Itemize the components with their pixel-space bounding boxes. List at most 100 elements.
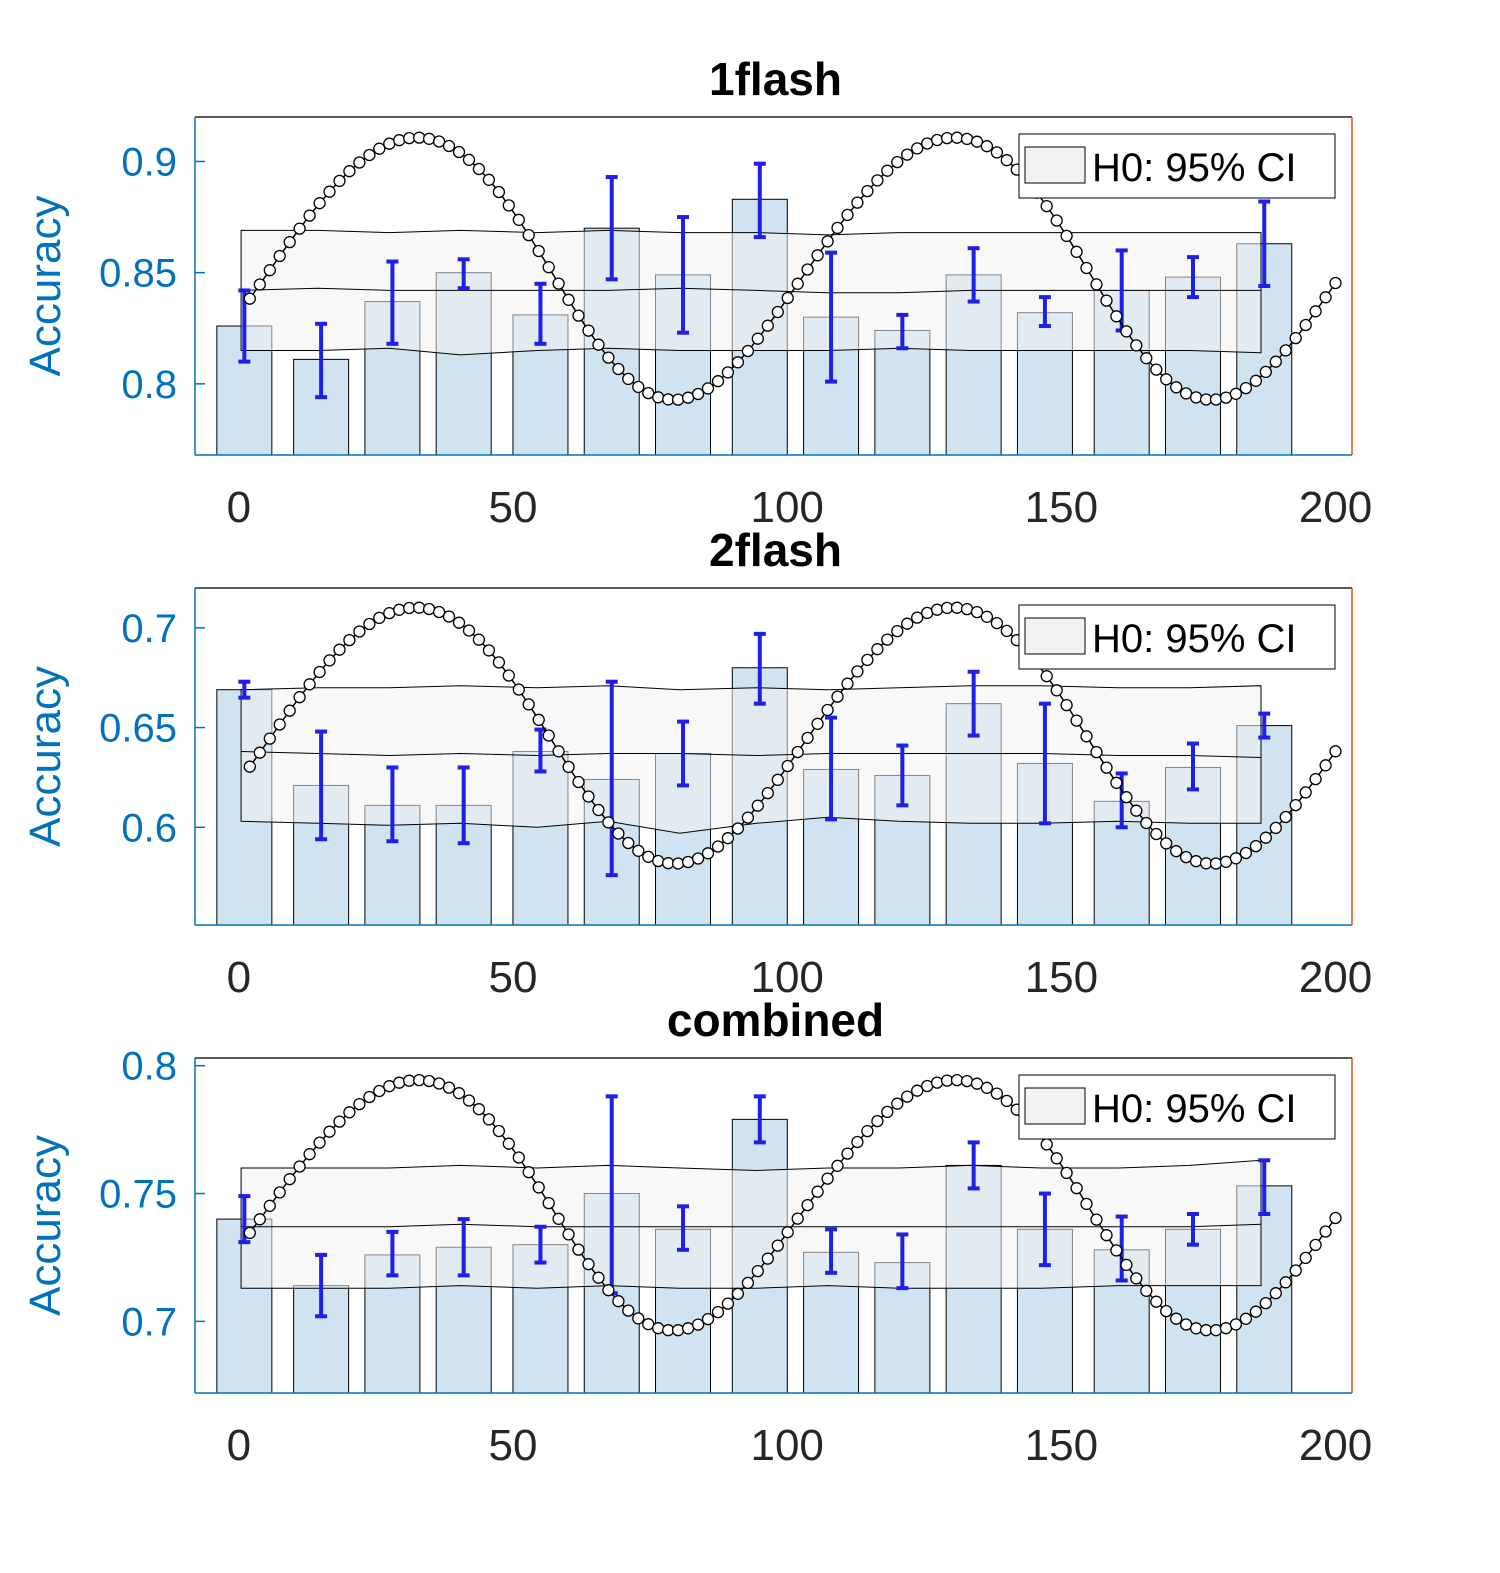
fit-point: [701, 382, 715, 395]
fit-point: [791, 1212, 804, 1225]
fit-point: [602, 816, 615, 829]
fit-point: [1120, 1258, 1133, 1272]
fit-point: [472, 633, 486, 646]
fit-point: [353, 1097, 366, 1111]
fit-point: [721, 366, 735, 379]
fit-point: [243, 760, 256, 773]
fit-point: [283, 704, 296, 717]
fit-point: [273, 718, 286, 731]
fit-point: [602, 1284, 615, 1297]
error-bar: [605, 175, 618, 282]
fit-point: [403, 131, 416, 145]
fit-point: [403, 601, 416, 615]
error-bar: [1186, 255, 1199, 300]
fit-point: [1080, 261, 1093, 275]
fit-point: [1269, 1287, 1282, 1300]
fit-point: [821, 1172, 834, 1185]
x-tick-label: 100: [750, 483, 823, 532]
y-axis-label: Accuracy: [21, 196, 70, 377]
fit-point: [333, 1115, 346, 1128]
error-bar: [238, 679, 251, 700]
fit-point: [781, 291, 794, 305]
chart-title: combined: [667, 994, 884, 1046]
fit-point: [930, 133, 944, 147]
error-bar: [534, 1224, 547, 1265]
fit-point: [1179, 850, 1193, 864]
fit-point: [1170, 1312, 1183, 1325]
fit-point: [1000, 1094, 1013, 1108]
fit-point: [761, 786, 774, 800]
fit-point: [632, 1312, 645, 1325]
fit-point: [1080, 730, 1093, 743]
fit-point: [811, 249, 824, 262]
fit-point: [751, 332, 764, 345]
fit-point: [472, 1103, 486, 1116]
fit-point: [841, 1147, 854, 1160]
fit-point: [891, 155, 904, 169]
fit-point: [1110, 1244, 1123, 1257]
error-bar: [967, 246, 980, 304]
fit-point: [871, 174, 884, 187]
fit-point: [1160, 837, 1173, 850]
fit-point: [542, 729, 555, 742]
bar: [874, 329, 931, 456]
fit-point: [353, 625, 366, 638]
fit-point: [293, 222, 306, 235]
fit-point: [1239, 381, 1253, 395]
fit-point: [980, 1081, 994, 1094]
fit-point: [502, 199, 515, 212]
fit-point: [542, 1196, 555, 1210]
fit-point: [1209, 857, 1223, 870]
legend-label: H0: 95% CI: [1092, 1087, 1297, 1131]
error-bar: [1038, 1191, 1051, 1268]
fit-point: [263, 264, 276, 277]
fit-point: [273, 249, 286, 263]
fit-point: [751, 1264, 764, 1278]
fit-point: [1179, 1318, 1193, 1331]
fit-point: [1000, 154, 1013, 167]
fit-point: [1329, 745, 1342, 758]
fit-point: [602, 351, 615, 364]
fit-point: [681, 1322, 695, 1335]
error-bar: [315, 729, 328, 842]
fit-point: [1050, 684, 1063, 697]
fit-point: [592, 338, 605, 351]
fit-point: [293, 691, 306, 704]
fit-point: [901, 1090, 914, 1103]
ci-mean-line: [241, 1223, 1262, 1228]
fit-point: [801, 1198, 814, 1212]
fit-point: [502, 1137, 515, 1150]
fit-point: [1100, 761, 1113, 774]
y-tick-label: 0.85: [99, 252, 177, 296]
error-bar: [967, 1140, 980, 1191]
chart-panel-combined: 0.7 0.75 0.8 0 50 100 150 200 combined Accuracy H0…: [21, 994, 1372, 1470]
fit-point: [303, 209, 316, 222]
fit-point: [422, 132, 436, 145]
fit-point: [622, 372, 635, 386]
fit-point: [881, 1105, 894, 1119]
fit-point: [771, 305, 784, 319]
x-tick-label: 0: [227, 953, 251, 1002]
fit-point: [452, 616, 466, 629]
fit-point: [1279, 344, 1292, 357]
fit-point: [980, 140, 994, 153]
fit-point: [303, 1148, 316, 1161]
y-tick-label: 0.8: [121, 363, 177, 407]
fit-point: [482, 1113, 496, 1126]
y-tick-label: 0.7: [121, 607, 177, 651]
x-tick-label: 200: [1299, 483, 1372, 532]
fit-point: [1329, 1211, 1342, 1225]
fit-point: [1130, 339, 1143, 352]
fit-point: [751, 799, 764, 812]
fit-point: [791, 745, 804, 759]
fit-point: [741, 344, 755, 358]
fit-point: [532, 1181, 545, 1194]
fit-point: [1229, 852, 1243, 865]
error-bar: [605, 679, 618, 878]
fit-point: [701, 1312, 715, 1326]
fit-point: [1040, 670, 1053, 683]
fit-point: [1319, 1225, 1332, 1238]
fit-point: [1279, 810, 1292, 824]
fit-point: [263, 1199, 276, 1212]
